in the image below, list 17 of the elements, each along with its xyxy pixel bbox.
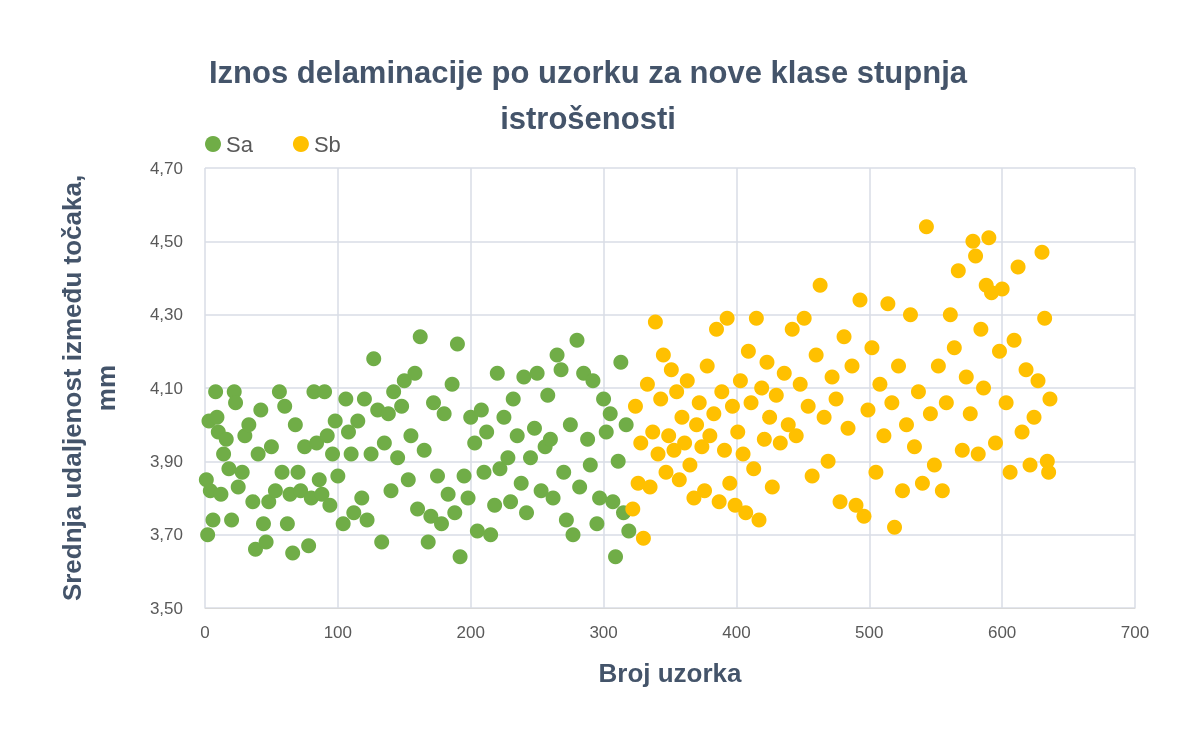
x-tick-label: 0	[200, 623, 210, 642]
x-tick-label: 500	[855, 623, 884, 642]
y-tick-label: 4,30	[149, 305, 183, 325]
y-axis-title: Srednja udaljenost između točaka, mm	[57, 174, 121, 602]
y-tick-label: 4,10	[149, 378, 183, 398]
y-tick-label: 4,70	[149, 158, 183, 178]
x-tick-label: 400	[722, 623, 751, 642]
y-tick-label: 3,90	[149, 451, 183, 471]
x-tick-label: 200	[456, 623, 485, 642]
x-tick-label: 300	[589, 623, 618, 642]
x-tick-label: 100	[323, 623, 353, 642]
y-tick-label: 3,70	[149, 525, 183, 545]
y-tick-label: 3,50	[149, 598, 183, 618]
x-tick-label: 600	[987, 623, 1017, 642]
x-axis-title: Broj uzorka	[598, 658, 743, 688]
x-tick-label: 700	[1120, 623, 1150, 642]
y-tick-label: 4,50	[149, 231, 183, 251]
